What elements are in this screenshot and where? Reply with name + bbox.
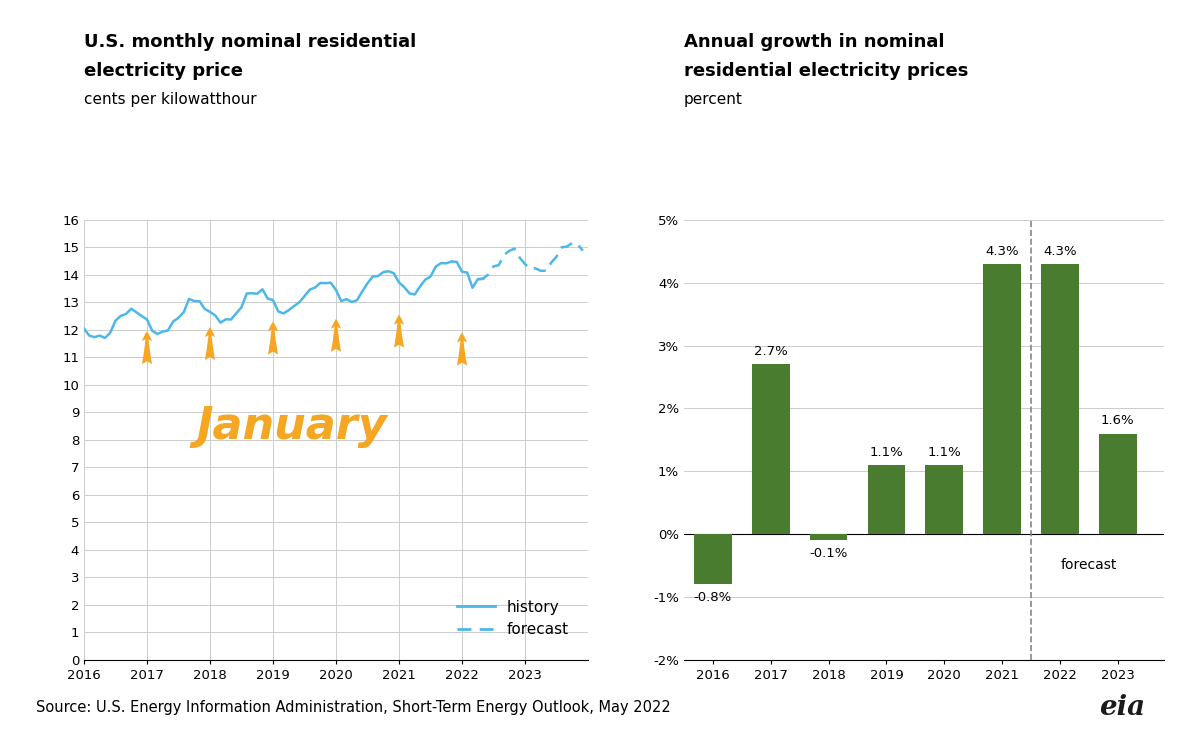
Bar (694, 534, 732, 584)
Bar (983, 264, 1021, 534)
Text: 1.1%: 1.1% (870, 446, 904, 459)
Text: forecast: forecast (1061, 558, 1117, 572)
Text: 1.1%: 1.1% (928, 446, 961, 459)
Bar (925, 465, 964, 534)
Text: eia: eia (1099, 694, 1145, 721)
Text: 4.3%: 4.3% (1043, 245, 1076, 257)
Text: 1.6%: 1.6% (1100, 414, 1134, 427)
Text: Annual growth in nominal: Annual growth in nominal (684, 33, 944, 51)
Text: Source: U.S. Energy Information Administration, Short-Term Energy Outlook, May 2: Source: U.S. Energy Information Administ… (36, 700, 671, 715)
Text: January: January (197, 405, 388, 448)
Bar (868, 465, 905, 534)
Bar (1042, 264, 1079, 534)
Legend: history, forecast: history, forecast (450, 594, 575, 644)
Text: -0.1%: -0.1% (809, 547, 847, 559)
Text: -0.8%: -0.8% (694, 591, 732, 603)
Bar (810, 534, 847, 540)
Text: U.S. monthly nominal residential: U.S. monthly nominal residential (84, 33, 416, 51)
Text: 4.3%: 4.3% (985, 245, 1019, 257)
Text: cents per kilowatthour: cents per kilowatthour (84, 92, 257, 106)
Text: percent: percent (684, 92, 743, 106)
Text: electricity price: electricity price (84, 62, 242, 81)
Bar (752, 364, 790, 534)
Text: 2.7%: 2.7% (754, 345, 787, 358)
Bar (1099, 433, 1136, 534)
Text: residential electricity prices: residential electricity prices (684, 62, 968, 81)
